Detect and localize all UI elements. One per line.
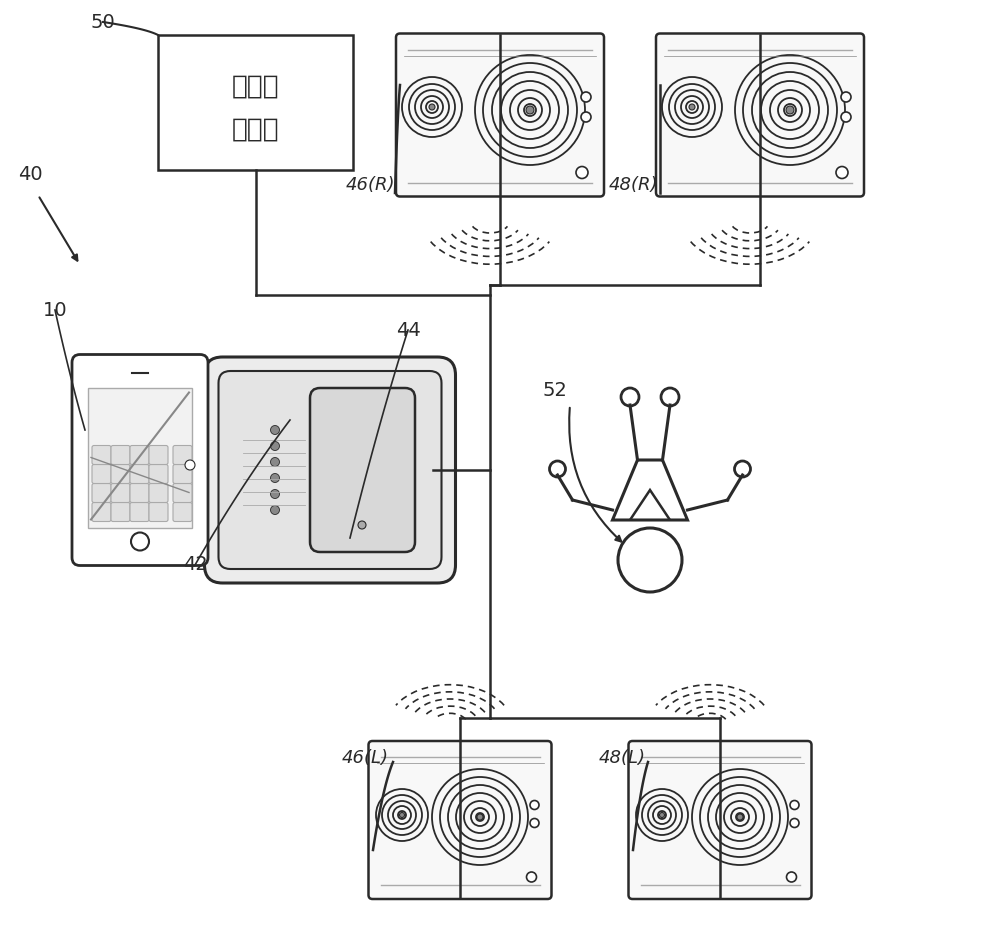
FancyBboxPatch shape	[92, 484, 111, 502]
FancyBboxPatch shape	[92, 502, 111, 521]
FancyBboxPatch shape	[629, 741, 812, 899]
FancyBboxPatch shape	[218, 371, 442, 569]
Text: 50: 50	[91, 12, 115, 32]
FancyBboxPatch shape	[130, 446, 149, 464]
FancyBboxPatch shape	[173, 446, 192, 464]
FancyBboxPatch shape	[72, 355, 208, 565]
Circle shape	[836, 166, 848, 178]
Text: 48(L): 48(L)	[598, 749, 646, 767]
Text: 扬声器: 扬声器	[232, 117, 279, 143]
Text: 52: 52	[543, 380, 567, 400]
FancyBboxPatch shape	[368, 741, 552, 899]
FancyBboxPatch shape	[149, 502, 168, 521]
Circle shape	[576, 166, 588, 178]
FancyBboxPatch shape	[111, 464, 130, 484]
Text: 48(R): 48(R)	[608, 176, 658, 194]
FancyBboxPatch shape	[173, 464, 192, 484]
Text: 40: 40	[18, 165, 42, 185]
FancyBboxPatch shape	[130, 484, 149, 502]
FancyBboxPatch shape	[173, 484, 192, 502]
Text: 次重低: 次重低	[232, 73, 279, 99]
FancyBboxPatch shape	[396, 34, 604, 196]
Text: 10: 10	[43, 301, 67, 319]
Circle shape	[526, 106, 534, 114]
Circle shape	[790, 818, 799, 828]
Circle shape	[270, 426, 280, 434]
FancyBboxPatch shape	[310, 388, 415, 552]
Text: 46(L): 46(L)	[342, 749, 388, 767]
Circle shape	[270, 505, 280, 515]
Bar	[88, 388, 192, 528]
FancyBboxPatch shape	[111, 502, 130, 521]
FancyBboxPatch shape	[205, 357, 456, 583]
Circle shape	[429, 104, 435, 110]
Circle shape	[550, 461, 566, 477]
Circle shape	[621, 388, 639, 406]
Circle shape	[660, 813, 664, 817]
FancyBboxPatch shape	[111, 446, 130, 464]
Circle shape	[737, 814, 743, 820]
Circle shape	[786, 872, 796, 882]
Circle shape	[400, 813, 404, 817]
Circle shape	[270, 458, 280, 466]
Circle shape	[530, 800, 539, 810]
Bar	[158, 35, 353, 170]
Circle shape	[185, 460, 195, 470]
FancyBboxPatch shape	[92, 464, 111, 484]
Circle shape	[841, 112, 851, 122]
FancyBboxPatch shape	[92, 446, 111, 464]
Circle shape	[841, 92, 851, 102]
Circle shape	[530, 818, 539, 828]
FancyBboxPatch shape	[656, 34, 864, 196]
Circle shape	[689, 104, 695, 110]
Text: 42: 42	[183, 556, 207, 574]
FancyBboxPatch shape	[149, 446, 168, 464]
Text: 46(R): 46(R)	[345, 176, 395, 194]
Circle shape	[477, 814, 483, 820]
Text: 44: 44	[396, 320, 420, 339]
Circle shape	[526, 872, 536, 882]
Circle shape	[270, 489, 280, 499]
Circle shape	[358, 521, 366, 529]
FancyBboxPatch shape	[130, 502, 149, 521]
FancyBboxPatch shape	[149, 464, 168, 484]
FancyBboxPatch shape	[130, 464, 149, 484]
Circle shape	[270, 474, 280, 483]
FancyBboxPatch shape	[111, 484, 130, 502]
Circle shape	[734, 461, 750, 477]
Circle shape	[270, 442, 280, 450]
FancyBboxPatch shape	[173, 502, 192, 521]
FancyBboxPatch shape	[149, 484, 168, 502]
Circle shape	[661, 388, 679, 406]
Circle shape	[786, 106, 794, 114]
Circle shape	[790, 800, 799, 810]
Circle shape	[581, 112, 591, 122]
Circle shape	[581, 92, 591, 102]
